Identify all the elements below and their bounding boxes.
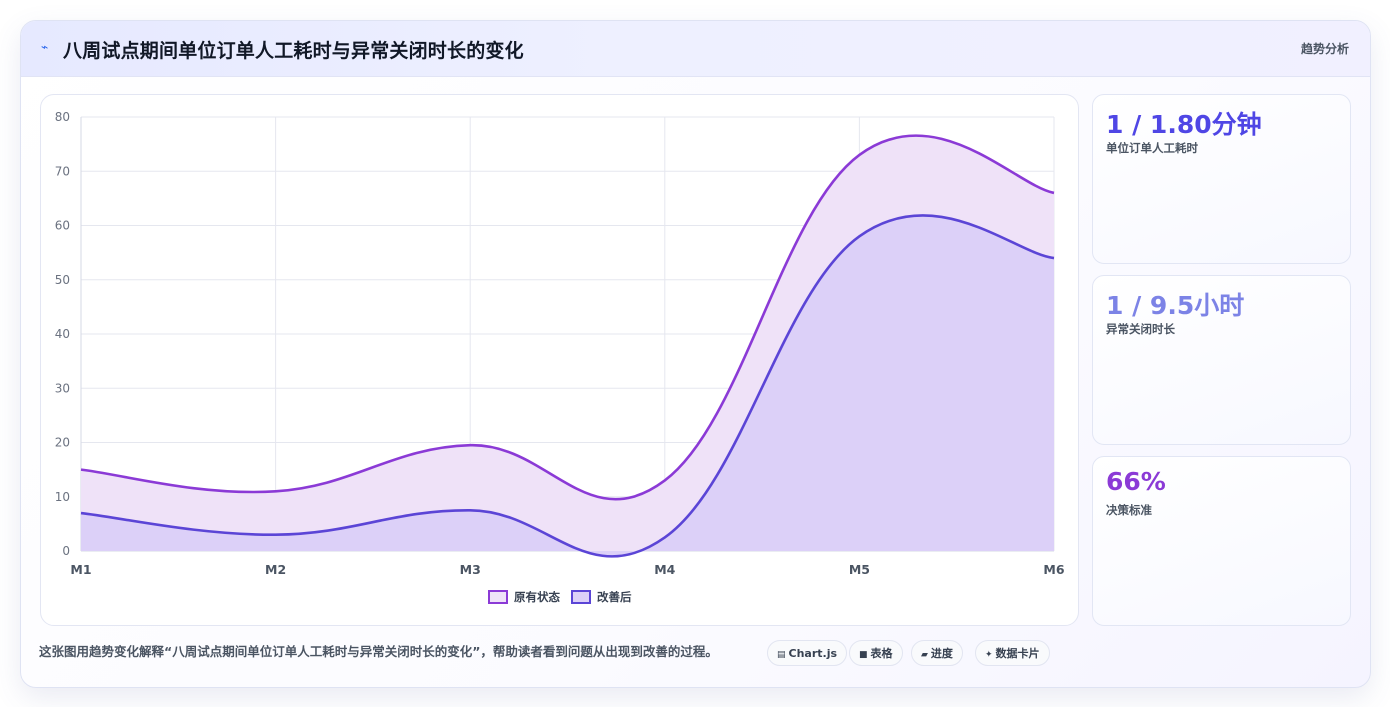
y-tick-label: 20 [55, 436, 70, 450]
y-tick-label: 80 [55, 110, 70, 124]
kpi-value: 66% [1106, 467, 1166, 496]
chart-areas [81, 135, 1054, 557]
x-tick-label: M1 [70, 562, 91, 577]
series-line-2 [80, 214, 1055, 558]
legend-swatch-1 [488, 590, 508, 604]
kpi-card-labor-time: 1 / 1.80分钟 单位订单人工耗时 [1092, 94, 1351, 264]
y-tick-label: 40 [55, 327, 70, 341]
chip-label: Chart.js [788, 647, 838, 660]
chart-icon: ▤ [777, 650, 786, 660]
chip-chartjs[interactable]: ▤ Chart.js [767, 640, 848, 666]
chip-progress[interactable]: ▰ 进度 [911, 640, 963, 666]
chip-table[interactable]: ■ 表格 [849, 640, 903, 666]
x-tick-label: M4 [654, 562, 675, 577]
chart-panel: 0 10 20 30 40 50 60 70 80 M1 M2 M3 M4 M5 M6 原有状态 改善后 [40, 94, 1079, 626]
x-tick-label: M3 [460, 562, 481, 577]
trend-line-icon: ⌁ [41, 40, 49, 54]
chart-caption: 这张图用趋势变化解释“八周试点期间单位订单人工耗时与异常关闭时长的变化”，帮助读… [39, 644, 718, 659]
y-tick-label: 60 [55, 219, 70, 233]
chip-label: 表格 [870, 647, 893, 660]
legend-label-2: 改善后 [597, 590, 632, 604]
kpi-label: 单位订单人工耗时 [1106, 141, 1198, 155]
chart-lines [80, 134, 1055, 558]
progress-icon: ▰ [921, 650, 928, 660]
x-tick-label: M6 [1043, 562, 1064, 577]
table-icon: ■ [859, 650, 868, 660]
x-tick-label: M2 [265, 562, 286, 577]
x-axis-ticks: M1 M2 M3 M4 M5 M6 [70, 562, 1064, 577]
series-line-1 [80, 134, 1055, 501]
chart-title: 八周试点期间单位订单人工耗时与异常关闭时长的变化 [63, 40, 524, 62]
data-card-icon: ✦ [985, 650, 993, 660]
x-tick-label: M5 [849, 562, 870, 577]
kpi-label: 异常关闭时长 [1106, 322, 1175, 336]
series-area-2 [81, 215, 1054, 557]
kpi-value: 1 / 1.80分钟 [1106, 110, 1262, 139]
area-chart: 0 10 20 30 40 50 60 70 80 M1 M2 M3 M4 M5 M6 原有状态 改善后 [55, 110, 1065, 604]
kpi-card-close-time: 1 / 9.5小时 异常关闭时长 [1092, 275, 1351, 445]
y-tick-label: 50 [55, 273, 70, 287]
y-tick-label: 0 [62, 544, 70, 558]
card-header: ⌁ 八周试点期间单位订单人工耗时与异常关闭时长的变化 趋势分析 [21, 21, 1370, 77]
y-tick-label: 10 [55, 490, 70, 504]
chart-card: ⌁ 八周试点期间单位订单人工耗时与异常关闭时长的变化 趋势分析 0 10 20 30 4… [20, 20, 1371, 688]
kpi-card-decision: 66% 决策标准 [1092, 456, 1351, 626]
y-axis-ticks: 0 10 20 30 40 50 60 70 80 [55, 110, 70, 558]
chart-legend: 原有状态 改善后 [488, 590, 632, 604]
chip-data-card[interactable]: ✦ 数据卡片 [975, 640, 1050, 666]
chip-label: 进度 [930, 647, 953, 660]
kpi-label: 决策标准 [1106, 503, 1152, 517]
legend-label-1: 原有状态 [514, 590, 560, 604]
chip-label: 数据卡片 [995, 647, 1040, 660]
y-tick-label: 70 [55, 164, 70, 178]
legend-swatch-2 [571, 590, 591, 604]
kpi-value: 1 / 9.5小时 [1106, 291, 1245, 320]
category-tag: 趋势分析 [1300, 42, 1349, 56]
y-tick-label: 30 [55, 381, 70, 395]
